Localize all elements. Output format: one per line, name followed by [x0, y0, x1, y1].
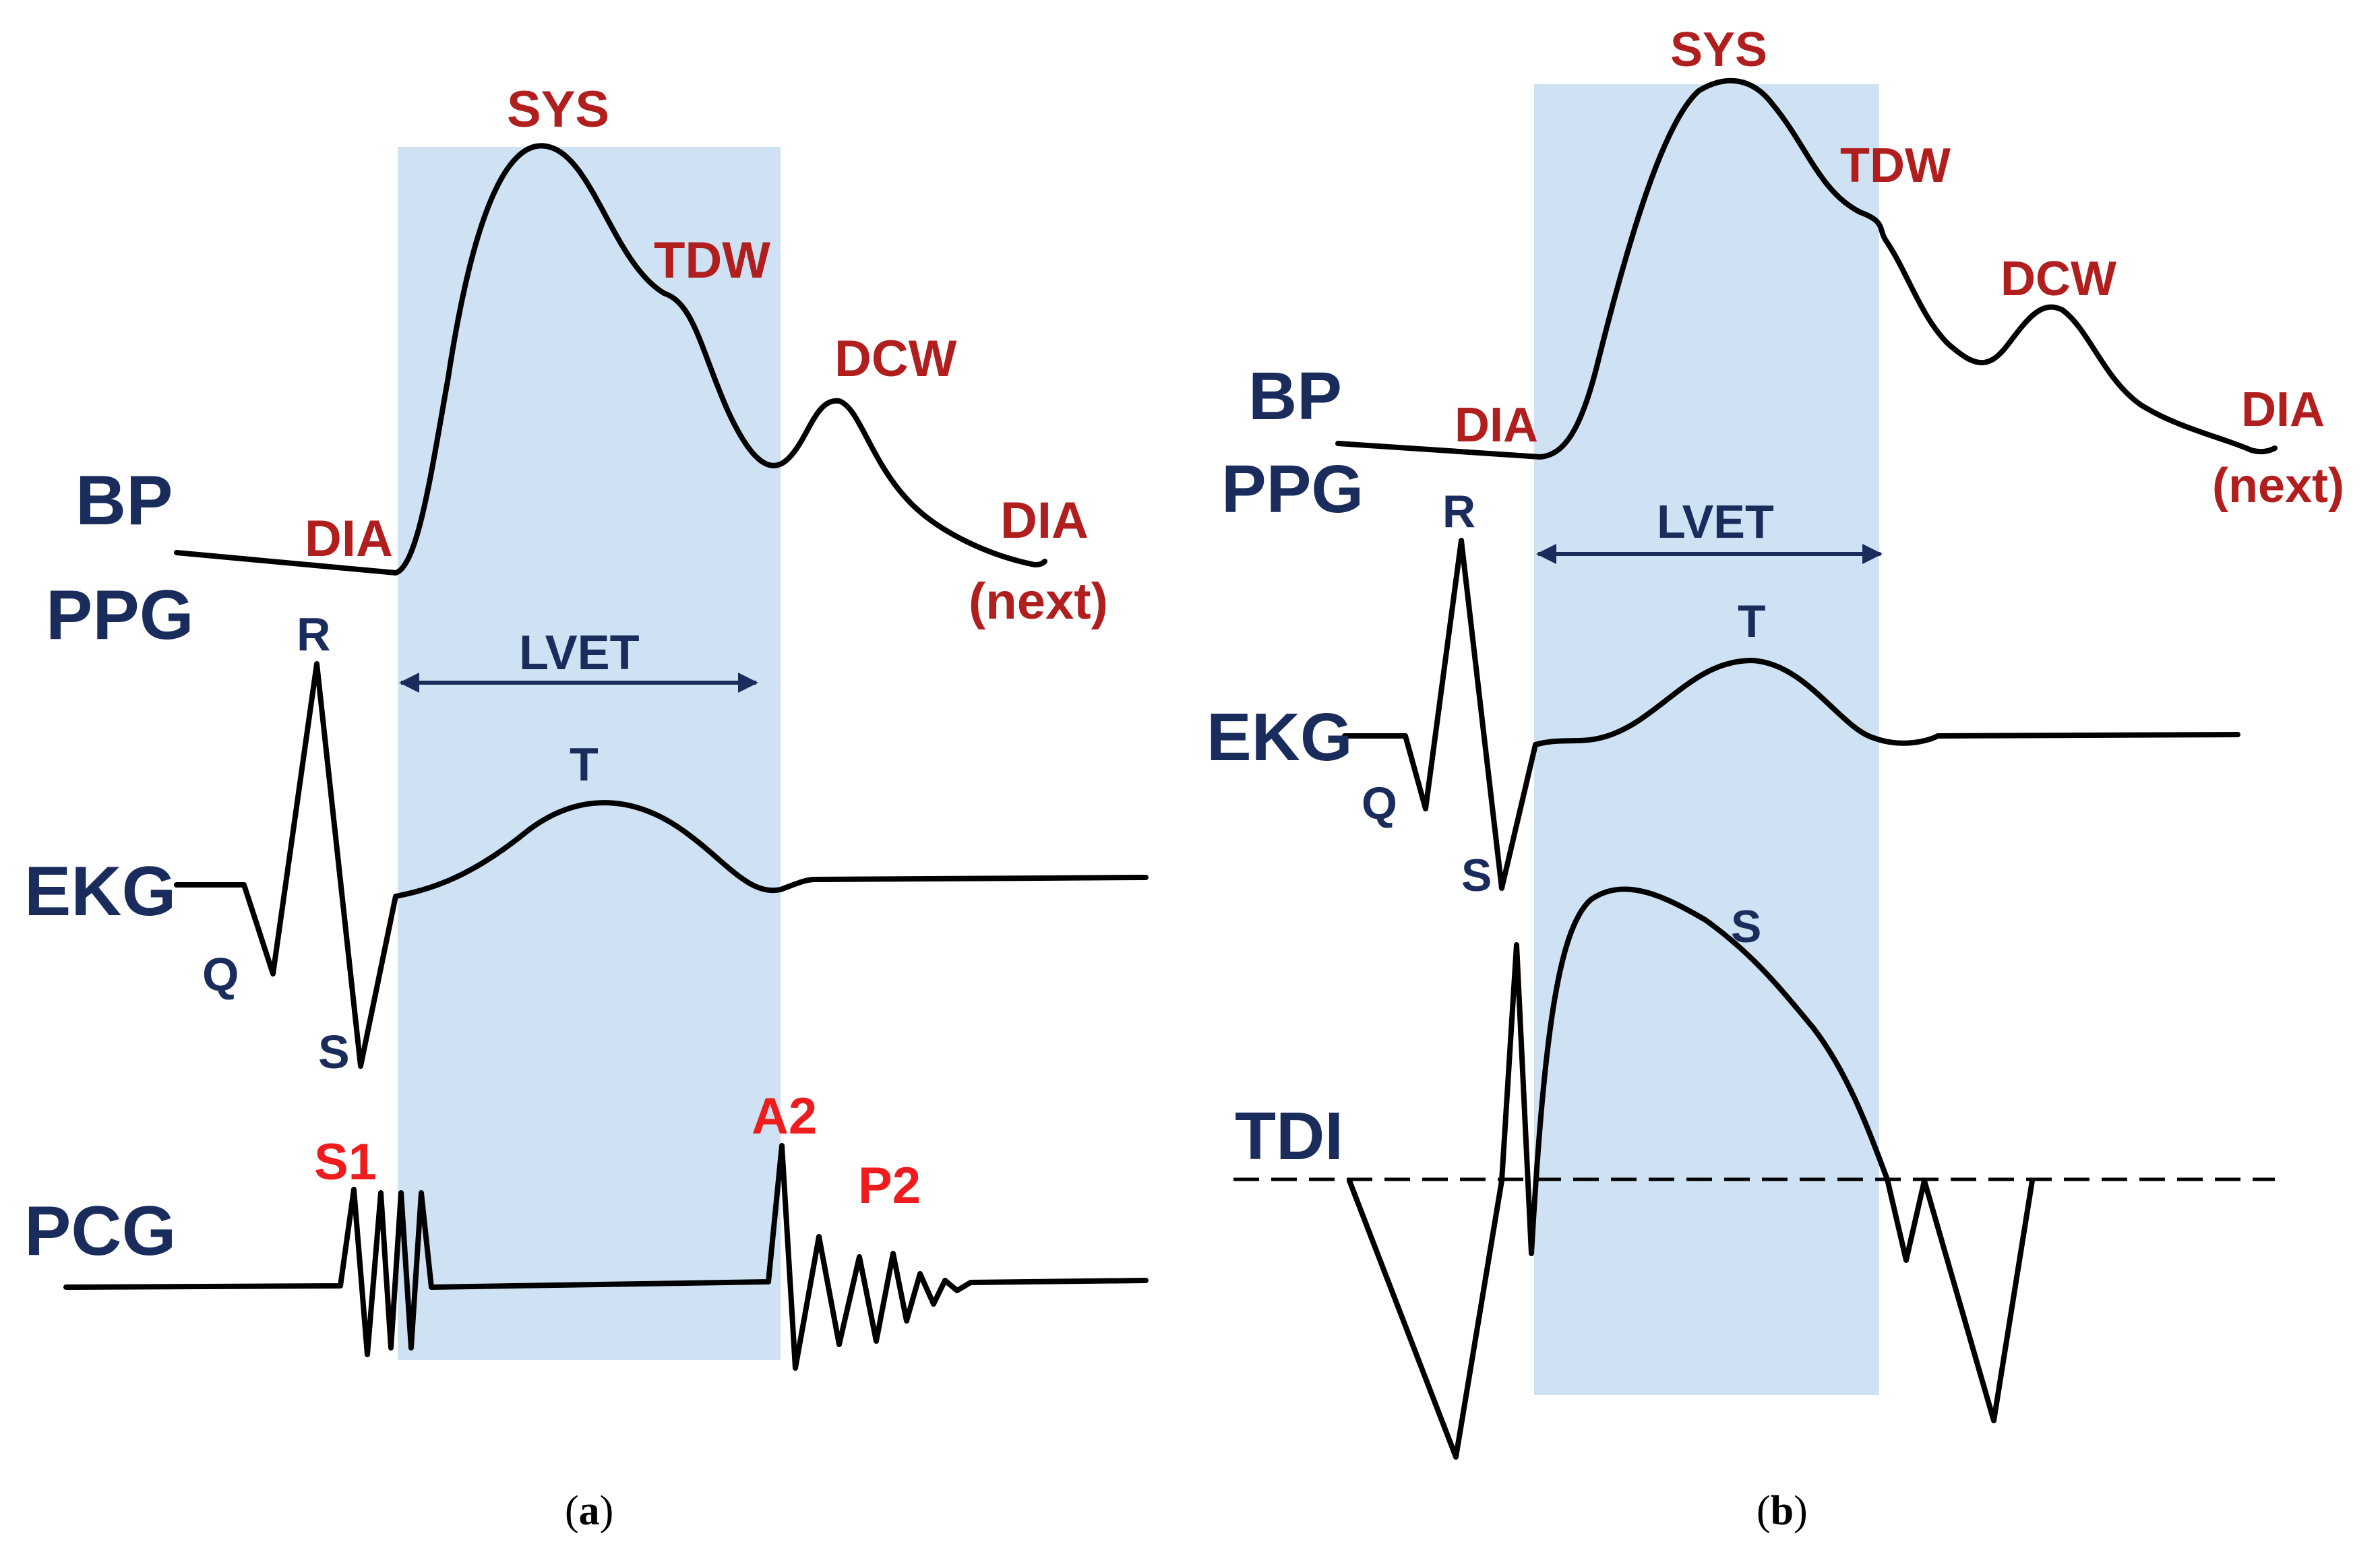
ppg-label-b: PPG: [1221, 452, 1364, 527]
ekg-trace-a: [174, 661, 1149, 1069]
lvet-band-a: [398, 147, 781, 1360]
dia-next-label-b: DIA: [2241, 383, 2325, 437]
ekg-t-label-a: T: [570, 738, 599, 790]
dcw-label-b: DCW: [2001, 252, 2116, 306]
ekg-s-label-b: S: [1461, 850, 1492, 901]
ekg-s-label-a: S: [318, 1026, 350, 1078]
a2-label-a: A2: [752, 1088, 817, 1145]
ekg-r-label-b: R: [1442, 486, 1475, 537]
pcg-label-a: PCG: [24, 1192, 176, 1270]
tdi-label-b: TDI: [1235, 1098, 1343, 1174]
ekg-trace-b: [1342, 538, 2240, 891]
ekg-q-label-b: Q: [1362, 778, 1397, 829]
bp-ppg-trace-a: [174, 143, 1047, 576]
tdw-label-b: TDW: [1840, 139, 1951, 193]
bp-ppg-trace-b: [1335, 78, 2278, 460]
dia-label-b: DIA: [1455, 398, 1538, 452]
ekg-r-label-a: R: [297, 608, 331, 660]
ekg-q-label-a: Q: [202, 948, 239, 1001]
ekg-t-label-b: T: [1738, 596, 1766, 647]
pcg-trace-a: [63, 1143, 1149, 1371]
dcw-label-a: DCW: [834, 330, 957, 388]
caption-a: (a): [565, 1488, 613, 1534]
dia-next-label-a: DIA: [1000, 492, 1089, 549]
tdi-trace-b: [1347, 886, 2035, 1460]
tdw-label-a: TDW: [654, 232, 770, 289]
caption-b: (b): [1757, 1488, 1808, 1534]
tdi-s-label-b: S: [1731, 901, 1761, 952]
next-label-b: (next): [2212, 459, 2344, 513]
dia-label-a: DIA: [305, 510, 393, 567]
lvet-label-a: LVET: [519, 626, 640, 680]
bp-label-b: BP: [1248, 359, 1342, 434]
sys-label-b: SYS: [1670, 23, 1767, 77]
p2-label-a: P2: [858, 1157, 921, 1214]
ppg-label-a: PPG: [46, 576, 194, 654]
ekg-label-b: EKG: [1207, 700, 1353, 775]
s1-label-a: S1: [314, 1134, 377, 1191]
panel-a: BP PPG EKG PCG SYS TDW DCW DIA DIA (next…: [24, 81, 1149, 1534]
lvet-label-b: LVET: [1657, 495, 1774, 548]
next-label-a: (next): [969, 573, 1108, 630]
ekg-label-a: EKG: [24, 852, 176, 931]
bp-label-a: BP: [75, 462, 173, 540]
sys-label-a: SYS: [507, 81, 609, 138]
panel-b: BP PPG EKG TDI SYS TDW DCW DIA DIA (next…: [1207, 23, 2344, 1534]
